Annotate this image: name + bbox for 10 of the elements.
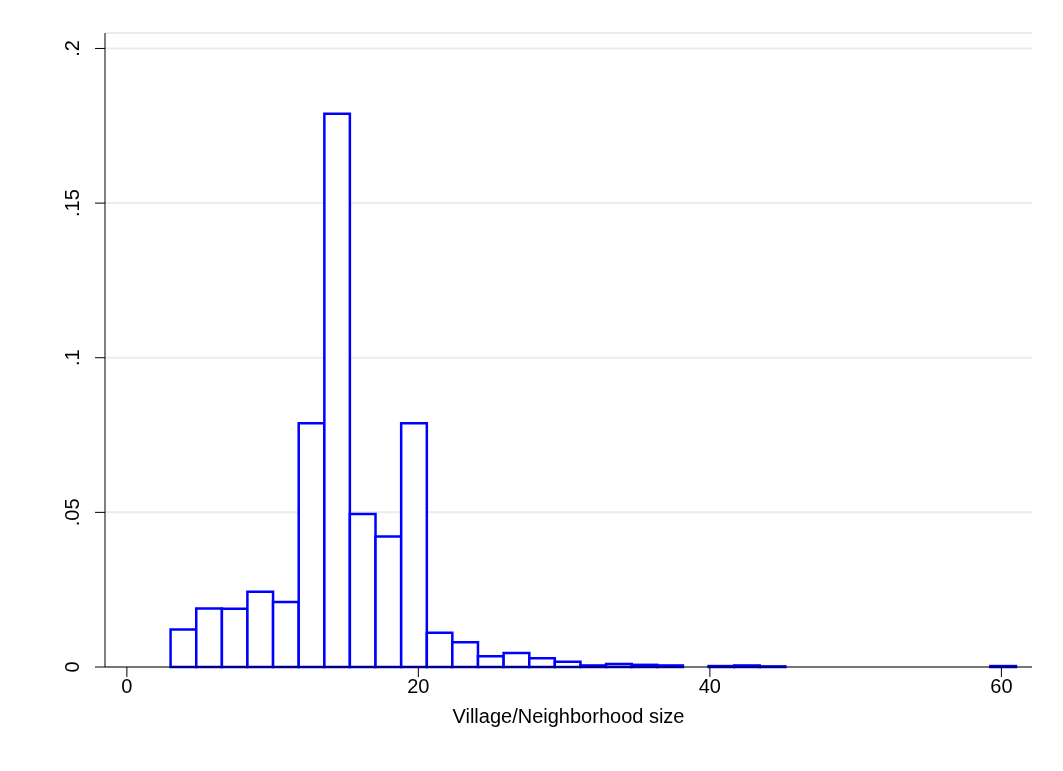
x-tick-label: 20 bbox=[407, 675, 430, 698]
y-tick-label: .15 bbox=[61, 189, 83, 217]
x-axis-title: Village/Neighborhood size bbox=[452, 705, 685, 728]
x-tick-label: 0 bbox=[121, 675, 133, 698]
x-tick-label: 60 bbox=[990, 675, 1013, 698]
x-tick-label: 40 bbox=[698, 675, 722, 698]
y-tick-label: .2 bbox=[61, 40, 83, 57]
y-tick-label: 0 bbox=[61, 661, 83, 673]
y-tick-label: .05 bbox=[61, 498, 83, 527]
y-tick-label: .1 bbox=[61, 349, 83, 367]
